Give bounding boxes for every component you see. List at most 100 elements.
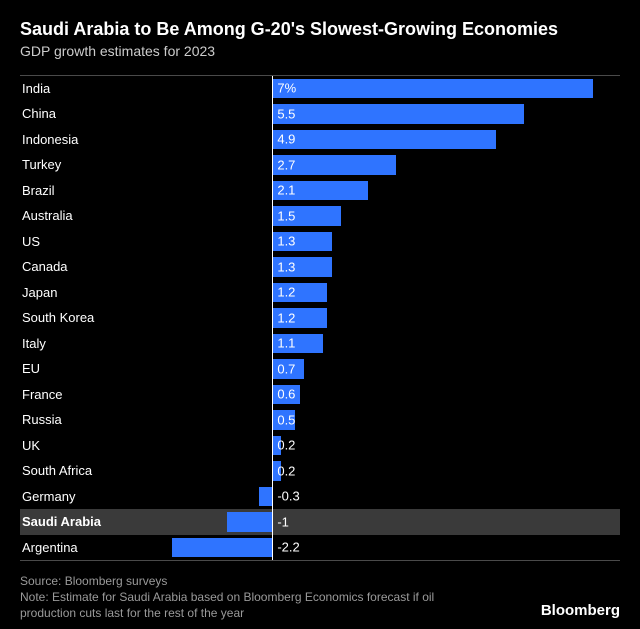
table-row: Italy 1.1 <box>20 331 620 357</box>
value-label: -0.3 <box>277 489 299 504</box>
zero-axis <box>272 535 273 561</box>
value-label: 7% <box>277 81 296 96</box>
country-label: US <box>20 234 158 249</box>
table-row: Russia 0.5 <box>20 407 620 433</box>
zero-axis <box>272 305 273 331</box>
bar <box>272 79 592 99</box>
table-row: Argentina -2.2 <box>20 535 620 561</box>
bar-plot-cell: 2.7 <box>158 152 620 178</box>
value-label: 0.7 <box>277 361 295 376</box>
bar-plot-cell: 0.7 <box>158 356 620 382</box>
zero-axis <box>272 280 273 306</box>
bar-chart: India 7% China 5.5 Indonesia 4.9 Turkey 2.7 Braz… <box>20 75 620 562</box>
table-row: Saudi Arabia -1 <box>20 509 620 535</box>
value-label: -1 <box>277 514 289 529</box>
value-label: 2.1 <box>277 183 295 198</box>
zero-axis <box>272 407 273 433</box>
zero-axis <box>272 127 273 153</box>
bar-plot-cell: 5.5 <box>158 101 620 127</box>
bar <box>272 130 496 150</box>
value-label: 1.5 <box>277 208 295 223</box>
country-label: Canada <box>20 259 158 274</box>
bar-plot-cell: 1.3 <box>158 229 620 255</box>
country-label: Russia <box>20 412 158 427</box>
note-text: Note: Estimate for Saudi Arabia based on… <box>20 589 480 621</box>
bar-plot-cell: 1.2 <box>158 305 620 331</box>
zero-axis <box>272 458 273 484</box>
value-label: -2.2 <box>277 540 299 555</box>
zero-axis <box>272 509 273 535</box>
country-label: Japan <box>20 285 158 300</box>
bar <box>259 487 273 507</box>
table-row: US 1.3 <box>20 229 620 255</box>
bar-plot-cell: 1.3 <box>158 254 620 280</box>
table-row: China 5.5 <box>20 101 620 127</box>
country-label: Brazil <box>20 183 158 198</box>
country-label: Germany <box>20 489 158 504</box>
value-label: 1.1 <box>277 336 295 351</box>
table-row: South Africa 0.2 <box>20 458 620 484</box>
table-row: South Korea 1.2 <box>20 305 620 331</box>
bar-plot-cell: 1.5 <box>158 203 620 229</box>
value-label: 5.5 <box>277 106 295 121</box>
value-label: 1.3 <box>277 259 295 274</box>
value-label: 1.3 <box>277 234 295 249</box>
country-label: Australia <box>20 208 158 223</box>
zero-axis <box>272 331 273 357</box>
table-row: Japan 1.2 <box>20 280 620 306</box>
zero-axis <box>272 433 273 459</box>
bar-plot-cell: -0.3 <box>158 484 620 510</box>
chart-title: Saudi Arabia to Be Among G-20's Slowest-… <box>20 18 620 41</box>
country-label: South Korea <box>20 310 158 325</box>
table-row: Germany -0.3 <box>20 484 620 510</box>
bar-plot-cell: 4.9 <box>158 127 620 153</box>
value-label: 0.2 <box>277 463 295 478</box>
table-row: Australia 1.5 <box>20 203 620 229</box>
country-label: France <box>20 387 158 402</box>
bar <box>272 104 524 124</box>
country-label: South Africa <box>20 463 158 478</box>
table-row: Canada 1.3 <box>20 254 620 280</box>
bar-plot-cell: 0.2 <box>158 433 620 459</box>
zero-axis <box>272 254 273 280</box>
value-label: 0.2 <box>277 438 295 453</box>
zero-axis <box>272 382 273 408</box>
zero-axis <box>272 101 273 127</box>
bar-plot-cell: 0.5 <box>158 407 620 433</box>
zero-axis <box>272 484 273 510</box>
table-row: India 7% <box>20 76 620 102</box>
table-row: EU 0.7 <box>20 356 620 382</box>
bar <box>227 512 273 532</box>
country-label: Turkey <box>20 157 158 172</box>
brand-logo: Bloomberg <box>541 601 620 621</box>
country-label: UK <box>20 438 158 453</box>
value-label: 0.6 <box>277 387 295 402</box>
bar-plot-cell: -2.2 <box>158 535 620 561</box>
country-label: China <box>20 106 158 121</box>
value-label: 0.5 <box>277 412 295 427</box>
value-label: 1.2 <box>277 310 295 325</box>
country-label: Italy <box>20 336 158 351</box>
table-row: UK 0.2 <box>20 433 620 459</box>
bar-plot-cell: 1.2 <box>158 280 620 306</box>
value-label: 1.2 <box>277 285 295 300</box>
country-label: Argentina <box>20 540 158 555</box>
table-row: France 0.6 <box>20 382 620 408</box>
value-label: 2.7 <box>277 157 295 172</box>
zero-axis <box>272 76 273 102</box>
bar-plot-cell: -1 <box>158 509 620 535</box>
country-label: Indonesia <box>20 132 158 147</box>
country-label: India <box>20 81 158 96</box>
country-label: Saudi Arabia <box>20 514 158 529</box>
table-row: Indonesia 4.9 <box>20 127 620 153</box>
country-label: EU <box>20 361 158 376</box>
zero-axis <box>272 152 273 178</box>
value-label: 4.9 <box>277 132 295 147</box>
zero-axis <box>272 356 273 382</box>
table-row: Brazil 2.1 <box>20 178 620 204</box>
source-text: Source: Bloomberg surveys <box>20 573 620 589</box>
table-row: Turkey 2.7 <box>20 152 620 178</box>
chart-footer: Source: Bloomberg surveys Note: Estimate… <box>20 573 620 622</box>
bar-plot-cell: 1.1 <box>158 331 620 357</box>
zero-axis <box>272 178 273 204</box>
